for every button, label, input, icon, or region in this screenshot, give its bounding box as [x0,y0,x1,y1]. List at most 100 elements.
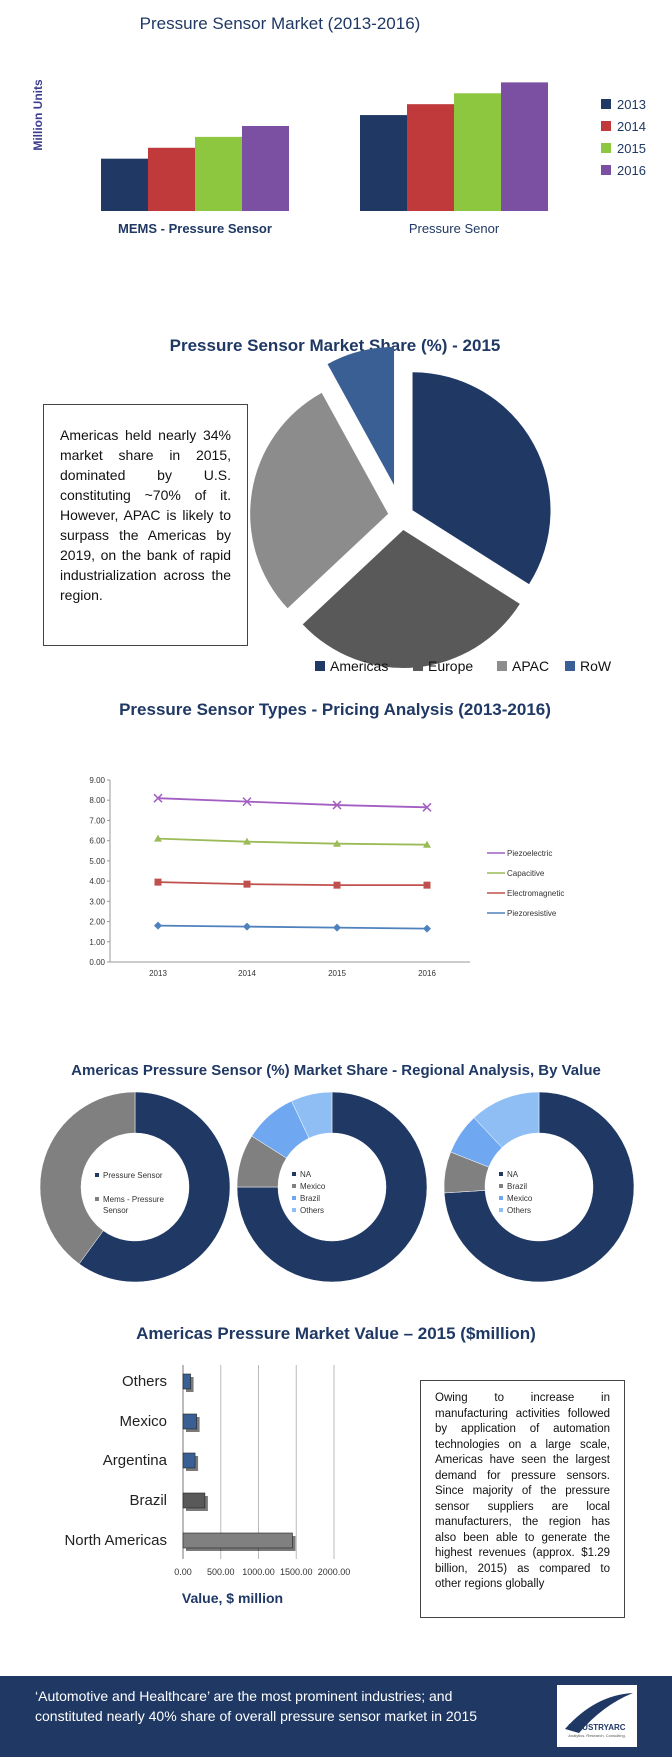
line-point [423,840,431,848]
donut-legend-label: Sensor [103,1206,129,1215]
line-series-capacitive [157,837,428,846]
line-ytick-label: 5.00 [89,857,105,866]
line-point [242,797,252,807]
line-ytick-label: 4.00 [89,877,105,886]
legend-swatch-2015 [601,143,611,153]
bar-2013-0 [101,158,148,211]
pie-legend-label: APAC [512,658,549,674]
industryarc-logo[interactable]: INDUSTRYARC Analytics. Research. Consult… [557,1685,637,1747]
donut-legend-swatch [499,1184,503,1188]
donut-0-slice-mems---pressure-sensor [39,1091,136,1265]
bar-2014-0 [148,147,195,211]
legend-label-2014: 2014 [617,119,646,134]
donut-legend-label: Others [507,1206,531,1215]
hbar-chart-title: Americas Pressure Market Value – 2015 ($… [136,1324,536,1343]
donut-legend-swatch [292,1196,296,1200]
pie-legend-swatch [315,661,325,671]
hbar-category-label: Others [122,1373,167,1390]
line-ytick-label: 3.00 [89,897,105,906]
hbar-xtick-label: 2000.00 [318,1567,351,1577]
line-series-electromagnetic [157,881,427,887]
bar-2014-1 [407,104,454,211]
hbar-bar-brazil [182,1492,206,1509]
hbar-xtick-label: 1500.00 [280,1567,313,1577]
line-ytick-label: 1.00 [89,938,105,947]
line-chart-title: Pressure Sensor Types - Pricing Analysis… [119,700,551,719]
line-legend-label: Piezoelectric [507,849,552,858]
donut-legend-label: Mexico [507,1194,533,1203]
line-point [154,834,162,842]
line-ytick-label: 9.00 [89,776,105,785]
line-point [154,878,162,886]
bar-2016-0 [242,125,289,211]
donut-legend-label: Brazil [507,1182,527,1191]
pie-legend-swatch [497,661,507,671]
hbar-category-label: Argentina [103,1452,168,1469]
pie-legend-label: Americas [330,658,388,674]
hbar-bar-argentina [182,1452,196,1469]
hbar-xtick-label: 0.00 [174,1567,192,1577]
donut-legend-label: Mems - Pressure [103,1195,164,1204]
pie-chart-title: Pressure Sensor Market Share (%) - 2015 [169,336,501,355]
donut-legend-swatch [499,1172,503,1176]
hbar-category-label: North Americas [64,1532,167,1549]
donut-legend-label: Pressure Sensor [103,1171,163,1180]
bar-category-label: Pressure Senor [409,221,500,236]
line-point [243,837,251,845]
bar-2015-0 [195,136,242,211]
bar-2013-1 [360,115,407,211]
line-legend-label: Electromagnetic [507,889,564,898]
donut-1-slice-others [291,1091,333,1139]
line-xtick-label: 2016 [418,969,436,978]
donut-2-slice-others [473,1091,540,1148]
logo-swoosh-icon [565,1693,633,1733]
footer-banner: ‘Automotive and Healthcare’ are the most… [0,1676,672,1757]
line-point [243,922,251,931]
legend-label-2015: 2015 [617,141,646,156]
donut-legend-swatch [499,1208,503,1212]
donut-1-slice-na [236,1091,428,1283]
hbar-xtick-label: 500.00 [207,1567,235,1577]
donut-legend-swatch [292,1184,296,1188]
line-point [154,921,162,930]
bar-2016-1 [501,82,548,211]
pie-legend-swatch [413,661,423,671]
bar-category-label: MEMS - Pressure Sensor [118,221,272,236]
line-point [423,924,431,933]
line-ytick-label: 2.00 [89,918,105,927]
line-ytick-label: 8.00 [89,796,105,805]
donut-legend-label: Mexico [300,1182,326,1191]
donut-0-slice-pressure-sensor [78,1091,231,1283]
line-point [153,793,163,803]
donut-charts: Pressure Sensor Mems - Pressure Sensor NA Me… [39,1091,635,1283]
pie-slice-apac [250,392,389,609]
donut-legend-swatch [292,1172,296,1176]
line-xtick-label: 2014 [238,969,256,978]
donut-legend-label: NA [300,1170,312,1179]
pie-slice-europe [302,529,520,668]
donut-legend-swatch [95,1197,99,1201]
hbar-bar-mexico [182,1413,197,1430]
donut-2-slice-na [443,1091,635,1283]
footer-text: ‘Automotive and Healthcare’ are the most… [35,1688,478,1724]
line-legend-label: Piezoresistive [507,909,557,918]
hbar-xlabel: Value, $ million [181,1590,284,1606]
donut-legend-label: Brazil [300,1194,320,1203]
line-ytick-label: 7.00 [89,816,105,825]
logo-sub-text: Analytics. Research. Consulting. [568,1733,626,1738]
line-point [333,881,341,889]
pie-legend-label: Europe [428,658,473,674]
donut-legend-label: NA [507,1170,519,1179]
bar-2015-1 [454,93,501,211]
line-xtick-label: 2015 [328,969,346,978]
line-ytick-label: 0.00 [89,958,105,967]
line-xtick-label: 2013 [149,969,167,978]
donut-legend-swatch [292,1208,296,1212]
hbar-category-label: Mexico [119,1413,167,1430]
legend-label-2016: 2016 [617,163,646,178]
line-series-piezoelectric [157,797,428,809]
legend-label-2013: 2013 [617,97,646,112]
line-chart: 0.00 1.00 2.00 3.00 4.00 5.00 6.00 7.00 8.00 9.00… [89,776,564,978]
hbar-category-label: Brazil [129,1492,167,1509]
logo-main-text: INDUSTRYARC [568,1723,626,1732]
